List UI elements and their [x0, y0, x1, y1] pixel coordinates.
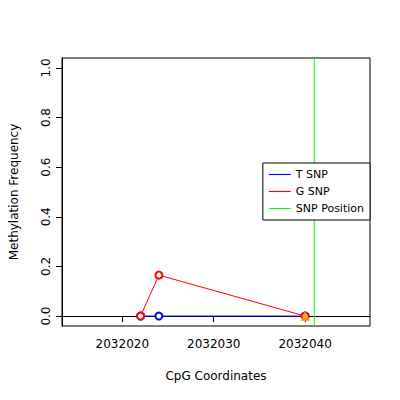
svg-text:Methylation Frequency: Methylation Frequency [7, 124, 21, 261]
svg-text:1.0: 1.0 [39, 58, 53, 77]
svg-text:2032030: 2032030 [187, 337, 240, 351]
svg-text:2032020: 2032020 [96, 337, 149, 351]
svg-text:G SNP: G SNP [296, 185, 330, 198]
svg-text:2032040: 2032040 [278, 337, 331, 351]
svg-text:0.4: 0.4 [39, 207, 53, 226]
svg-text:0.2: 0.2 [39, 257, 53, 276]
svg-text:T SNP: T SNP [295, 168, 328, 181]
svg-text:0.0: 0.0 [39, 307, 53, 326]
svg-text:CpG Coordinates: CpG Coordinates [165, 369, 266, 383]
svg-text:SNP Position: SNP Position [296, 202, 364, 215]
svg-text:0.6: 0.6 [39, 158, 53, 177]
svg-text:0.8: 0.8 [39, 108, 53, 127]
